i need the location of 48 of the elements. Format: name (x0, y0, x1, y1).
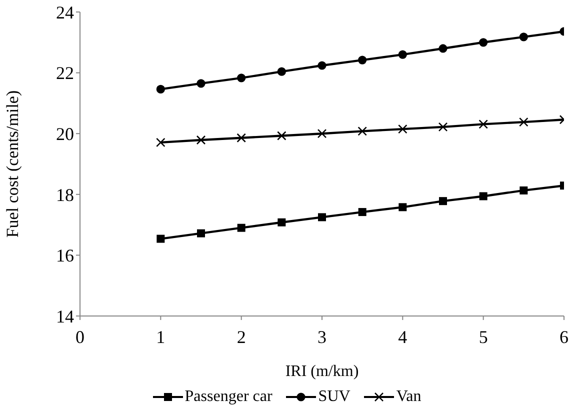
y-tick-label: 18 (56, 184, 74, 205)
x-tick-label: 1 (156, 326, 166, 347)
point (479, 38, 488, 47)
y-tick-label: 14 (56, 306, 74, 326)
point (519, 117, 528, 127)
legend-label: SUV (318, 388, 350, 406)
y-tick-label: 24 (56, 2, 74, 22)
point (398, 203, 407, 212)
point (358, 208, 366, 216)
point (237, 224, 246, 232)
x-tick-label: 0 (76, 326, 84, 347)
point (156, 234, 165, 243)
point (478, 120, 488, 129)
point (438, 44, 448, 53)
point (439, 197, 447, 206)
point (156, 84, 165, 94)
x-tick-label: 2 (236, 326, 246, 347)
point (398, 50, 407, 59)
y-tick-label: 22 (56, 63, 74, 84)
point (278, 218, 286, 226)
point (358, 126, 367, 136)
x-tick-label: 4 (398, 326, 408, 347)
point (519, 32, 528, 42)
legend-label: Van (396, 388, 422, 406)
point (237, 74, 246, 82)
point (479, 192, 488, 200)
x-axis-title: IRI (m/km) (285, 363, 359, 380)
point (358, 56, 367, 64)
legend-label: Passenger car (184, 388, 272, 406)
point (277, 131, 286, 140)
point (438, 122, 448, 132)
point (196, 79, 206, 88)
y-tick-label: 20 (56, 124, 74, 144)
point (318, 61, 326, 70)
y-tick-label: 16 (56, 246, 74, 266)
point (318, 213, 326, 222)
point (520, 186, 528, 194)
y-axis-title: Fuel cost (cents/mile) (3, 90, 22, 238)
point (398, 124, 408, 134)
point (156, 138, 166, 148)
point (317, 128, 327, 138)
x-tick-label: 6 (560, 326, 568, 347)
x-tick-label: 5 (478, 326, 488, 347)
point (196, 135, 206, 145)
x-tick-label: 3 (318, 326, 326, 347)
point (277, 67, 286, 76)
point (236, 133, 246, 143)
point (197, 229, 205, 238)
